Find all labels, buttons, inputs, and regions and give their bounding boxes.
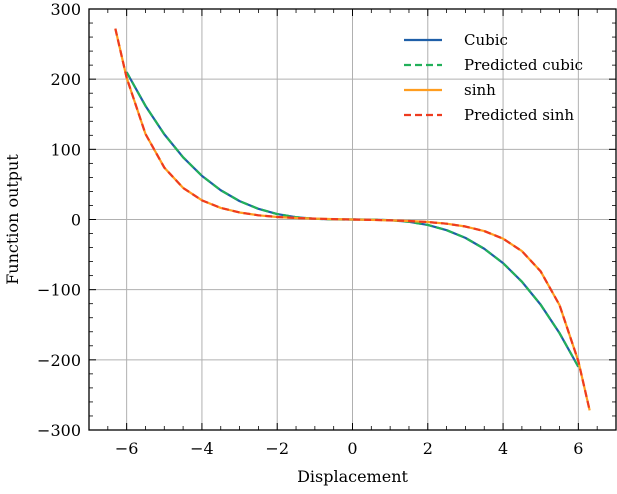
x-tick-label: −6 — [115, 439, 139, 458]
x-tick-label: 0 — [347, 439, 357, 458]
y-tick-label: 200 — [50, 70, 81, 89]
legend: Cubic Predicted cubic sinh Predicted sinh — [404, 31, 583, 124]
x-tick-label: 4 — [498, 439, 508, 458]
y-tick-label: −300 — [37, 421, 81, 440]
y-tick-label: 0 — [71, 211, 81, 230]
x-tick-label: 2 — [423, 439, 433, 458]
x-tick-label: −4 — [190, 439, 214, 458]
y-tick-label: 300 — [50, 0, 81, 19]
x-axis-label: Displacement — [297, 467, 408, 486]
series-layer — [114, 28, 591, 411]
x-tick-label: 6 — [573, 439, 583, 458]
axis-ticks — [89, 8, 616, 431]
y-axis-label: Function output — [3, 154, 22, 285]
legend-label-predicted-cubic: Predicted cubic — [464, 56, 583, 74]
axis-tick-labels: −6 −4 −2 0 2 4 6 −300 −200 −100 0 100 200 300 — [37, 0, 583, 458]
legend-label-sinh: sinh — [464, 81, 496, 99]
y-tick-label: −100 — [37, 281, 81, 300]
y-tick-label: −200 — [37, 351, 81, 370]
legend-label-predicted-sinh: Predicted sinh — [464, 106, 574, 124]
x-tick-label: −2 — [265, 439, 289, 458]
legend-label-cubic: Cubic — [464, 31, 508, 49]
series-line-predicted-sinh — [114, 28, 591, 411]
y-tick-label: 100 — [50, 140, 81, 159]
